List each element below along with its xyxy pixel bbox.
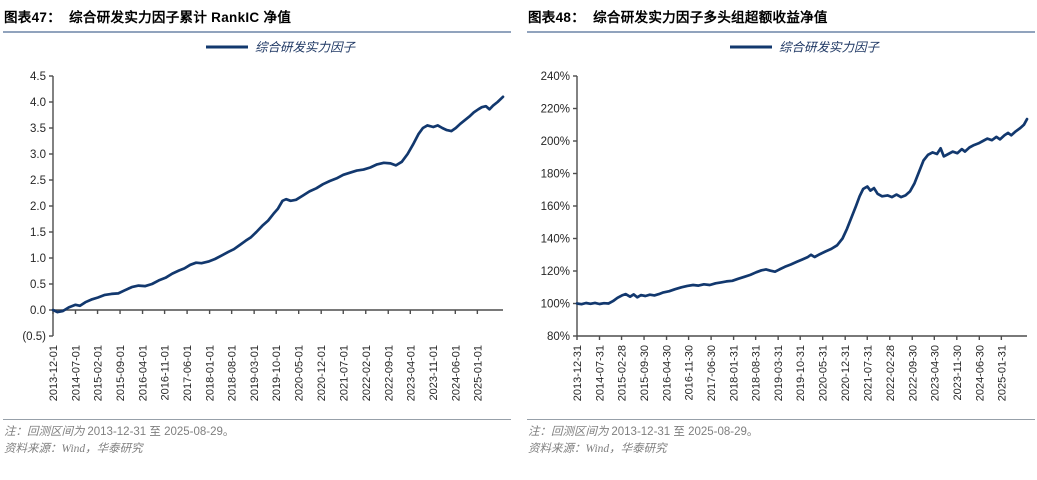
y-tick-label: 140%	[541, 234, 570, 246]
chart-panel-fig48: 图表48： 综合研发实力因子多头组超额收益净值 综合研发实力因子 240% 220%…	[527, 5, 1035, 480]
x-tick-label: 2025-01-01	[472, 345, 484, 401]
x-tick-label: 2022-02-28	[885, 345, 897, 401]
x-tick-label: 2019-03-31	[773, 345, 785, 401]
x-tick-label: 2016-11-01	[160, 345, 172, 400]
figure-notes: 注：回测区间为 2013-12-31 至 2025-08-29。 资料来源：Wi…	[3, 419, 511, 459]
x-tick-label: 2019-10-31	[795, 345, 807, 401]
y-tick-label: 160%	[541, 201, 570, 213]
x-tick-label: 2013-12-31	[572, 345, 584, 401]
x-tick-label: 2020-12-01	[316, 345, 328, 401]
y-tick-label: 2.0	[30, 201, 46, 213]
x-tick-label: 2023-04-30	[929, 345, 941, 401]
figure-title: 图表47： 综合研发实力因子累计 RankIC 净值	[4, 10, 292, 25]
x-tick-label: 2015-02-28	[617, 345, 629, 401]
y-tick-label: 2.5	[30, 175, 46, 187]
x-tick-label: 2023-11-01	[428, 345, 440, 400]
x-tick-label: 2020-05-01	[294, 345, 306, 401]
y-tick-label: 4.5	[30, 71, 46, 83]
y-tick-label: 4.0	[30, 97, 46, 109]
x-tick-label: 2025-01-31	[996, 345, 1008, 401]
note-source: 资料来源：Wind，华泰研究	[528, 443, 667, 456]
x-tick-label: 2021-07-01	[338, 345, 350, 401]
x-tick-label: 2015-02-01	[93, 345, 105, 401]
y-tick-label: 240%	[541, 71, 570, 83]
y-tick-label: 0.5	[30, 279, 46, 291]
series-line	[575, 117, 1029, 306]
x-tick-label: 2019-03-01	[249, 345, 261, 401]
y-tick-label: 3.0	[30, 149, 46, 161]
y-tick-label: 120%	[541, 266, 570, 278]
y-tick-label: 180%	[541, 169, 570, 181]
x-tick-label: 2018-01-01	[205, 345, 217, 401]
x-tick-label: 2014-07-01	[71, 345, 83, 401]
x-tick-label: 2024-06-30	[974, 345, 986, 401]
x-tick-label: 2014-07-31	[595, 345, 607, 401]
figure-notes: 注：回测区间为 2013-12-31 至 2025-08-29。 资料来源：Wi…	[527, 419, 1035, 459]
x-tick-label: 2023-04-01	[405, 345, 417, 401]
x-tick-label: 2022-09-01	[383, 345, 395, 401]
legend-label: 综合研发实力因子	[779, 41, 881, 55]
x-tick-label: 2016-11-30	[684, 345, 696, 400]
x-tick-label: 2024-06-01	[450, 345, 462, 401]
y-tick-label: 0.0	[30, 305, 46, 317]
x-tick-label: 2018-08-31	[751, 345, 763, 401]
x-tick-label: 2017-06-01	[182, 345, 194, 401]
x-tick-label: 2013-12-01	[48, 345, 60, 401]
x-tick-label: 2018-01-31	[729, 345, 741, 401]
title-divider	[3, 31, 511, 33]
note-source: 资料来源：Wind，华泰研究	[4, 443, 143, 456]
x-tick-label: 2016-04-30	[662, 345, 674, 401]
x-tick-label: 2019-10-01	[271, 345, 283, 401]
y-tick-label: 80%	[547, 331, 570, 343]
chart-panel-fig47: 图表47： 综合研发实力因子累计 RankIC 净值 综合研发实力因子 4.5 4.…	[3, 5, 511, 480]
y-tick-label: (0.5)	[22, 331, 46, 343]
y-tick-label: 100%	[541, 299, 570, 311]
y-tick-label: 3.5	[30, 123, 46, 135]
note-backtest-period: 注：回测区间为 2013-12-31 至 2025-08-29。	[4, 426, 235, 438]
x-tick-label: 2015-09-30	[639, 345, 651, 401]
x-tick-label: 2018-08-01	[227, 345, 239, 401]
y-tick-label: 200%	[541, 136, 570, 148]
y-tick-label: 1.5	[30, 227, 46, 239]
x-tick-label: 2020-12-31	[840, 345, 852, 401]
figure-title: 图表48： 综合研发实力因子多头组超额收益净值	[528, 10, 828, 25]
legend-label: 综合研发实力因子	[255, 41, 357, 55]
title-divider	[527, 31, 1035, 33]
line-chart-rankic: 综合研发实力因子 4.5 4.0 3.5 3.0 2.5 2.0 1.5 1.0 0.5 0.0 (0…	[22, 41, 505, 401]
x-tick-label: 2020-05-31	[818, 345, 830, 401]
x-tick-label: 2022-02-01	[361, 345, 373, 401]
x-tick-label: 2015-09-01	[115, 345, 127, 401]
y-tick-label: 220%	[541, 104, 570, 116]
x-tick-label: 2022-09-30	[907, 345, 919, 401]
line-chart-excess-return: 综合研发实力因子 240% 220% 200% 180% 160% 140% 120% 100%…	[541, 41, 1029, 401]
y-tick-label: 1.0	[30, 253, 46, 265]
x-tick-label: 2021-07-31	[862, 345, 874, 401]
series-line	[51, 95, 505, 314]
x-tick-label: 2016-04-01	[138, 345, 150, 401]
x-tick-label: 2023-11-30	[952, 345, 964, 400]
note-backtest-period: 注：回测区间为 2013-12-31 至 2025-08-29。	[528, 426, 759, 438]
x-tick-label: 2017-06-30	[706, 345, 718, 401]
